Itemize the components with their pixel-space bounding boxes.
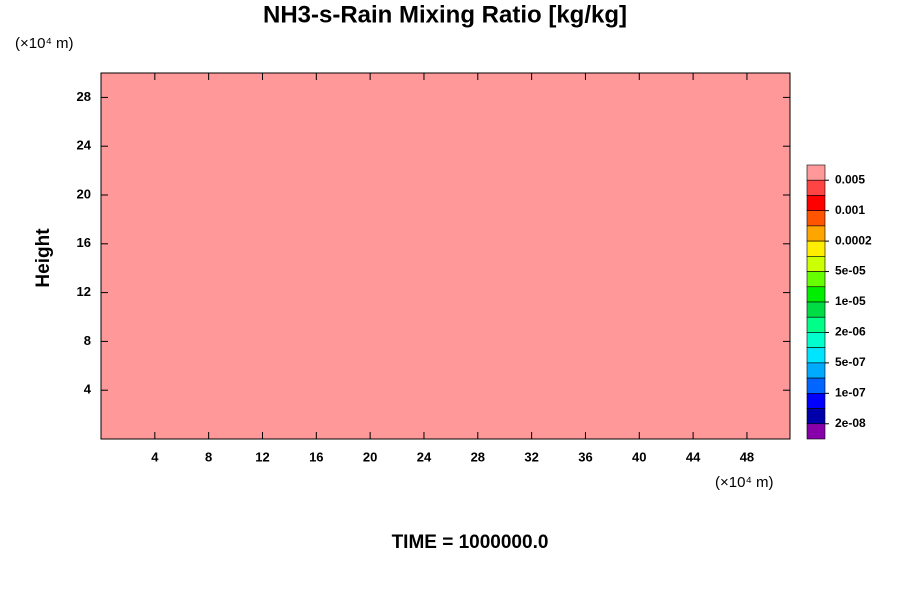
- colorbar-label: 0.001: [835, 203, 865, 217]
- colorbar-swatch: [806, 347, 826, 364]
- y-tick-label: 24: [77, 138, 92, 153]
- x-tick-label: 12: [255, 449, 269, 464]
- colorbar-swatch: [806, 286, 826, 303]
- colorbar-swatch: [806, 210, 826, 227]
- footer: TIME = 1000000.0: [392, 532, 549, 553]
- colorbar-swatch: [806, 393, 826, 409]
- colorbar-swatch: [806, 225, 826, 242]
- x-tick-label: 40: [632, 449, 646, 464]
- y-tick-label: 12: [77, 284, 91, 299]
- colorbar-swatch: [806, 362, 826, 379]
- colorbar-swatch: [806, 332, 826, 348]
- x-tick-label: 8: [205, 449, 212, 464]
- x-tick-label: 20: [363, 449, 377, 464]
- x-tick-label: 4: [151, 449, 159, 464]
- colorbar-swatch: [806, 316, 826, 333]
- y-tick-label: 4: [84, 382, 92, 397]
- y-tick-label: 16: [77, 235, 91, 250]
- colorbar-label: 2e-08: [835, 416, 866, 430]
- colorbar-label: 0.0002: [835, 233, 872, 247]
- y-unit: (×10⁴ m): [15, 35, 74, 52]
- y-tick-label: 8: [84, 333, 91, 348]
- x-tick-label: 28: [471, 449, 485, 464]
- colorbar-swatch: [806, 377, 826, 394]
- colorbar-swatch: [806, 195, 826, 211]
- colorbar-swatch: [806, 423, 826, 440]
- x-tick-label: 32: [524, 449, 538, 464]
- filled-field: [100, 72, 791, 440]
- y-tick-label: 28: [77, 89, 91, 104]
- colorbar-label: 1e-07: [835, 386, 866, 400]
- x-unit: (×10⁴ m): [715, 474, 774, 491]
- y-tick-label: 20: [77, 186, 91, 201]
- y-axis-title: Height: [33, 228, 54, 288]
- colorbar-swatch: [806, 179, 826, 196]
- x-tick-label: 16: [309, 449, 323, 464]
- chart-title: NH3-s-Rain Mixing Ratio [kg/kg]: [263, 1, 627, 28]
- colorbar-label: 1e-05: [835, 294, 866, 308]
- colorbar-swatch: [806, 408, 826, 425]
- colorbar-swatch: [806, 301, 826, 318]
- x-tick-label: 36: [578, 449, 592, 464]
- colorbar-swatch: [806, 256, 826, 272]
- colorbar-swatch: [806, 240, 826, 257]
- colorbar-label: 2e-06: [835, 325, 866, 339]
- x-tick-label: 48: [740, 449, 754, 464]
- colorbar-label: 5e-05: [835, 264, 866, 278]
- colorbar-swatch: [806, 271, 826, 288]
- x-tick-label: 44: [686, 449, 701, 464]
- colorbar-label: 0.005: [835, 172, 865, 186]
- x-tick-label: 24: [417, 449, 432, 464]
- colorbar-label: 5e-07: [835, 355, 866, 369]
- colorbar-swatch: [806, 164, 826, 181]
